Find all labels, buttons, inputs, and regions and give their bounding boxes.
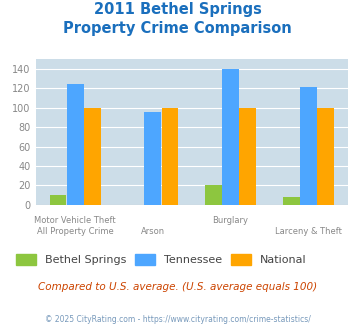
Text: 2011 Bethel Springs: 2011 Bethel Springs: [94, 2, 261, 16]
Bar: [144, 112, 161, 205]
Bar: [222, 69, 239, 205]
Bar: [205, 185, 222, 205]
Bar: [317, 108, 334, 205]
Bar: [50, 195, 66, 205]
Text: Larceny & Theft: Larceny & Theft: [275, 227, 342, 236]
Legend: Bethel Springs, Tennessee, National: Bethel Springs, Tennessee, National: [16, 254, 307, 265]
Text: Motor Vehicle Theft: Motor Vehicle Theft: [34, 216, 116, 225]
Bar: [300, 87, 317, 205]
Bar: [239, 108, 256, 205]
Text: Arson: Arson: [141, 227, 165, 236]
Bar: [162, 108, 178, 205]
Bar: [283, 197, 300, 205]
Text: Burglary: Burglary: [213, 216, 248, 225]
Bar: [67, 83, 83, 205]
Bar: [84, 108, 100, 205]
Text: All Property Crime: All Property Crime: [37, 227, 114, 236]
Text: Property Crime Comparison: Property Crime Comparison: [63, 21, 292, 36]
Text: Compared to U.S. average. (U.S. average equals 100): Compared to U.S. average. (U.S. average …: [38, 282, 317, 292]
Text: © 2025 CityRating.com - https://www.cityrating.com/crime-statistics/: © 2025 CityRating.com - https://www.city…: [45, 315, 310, 324]
